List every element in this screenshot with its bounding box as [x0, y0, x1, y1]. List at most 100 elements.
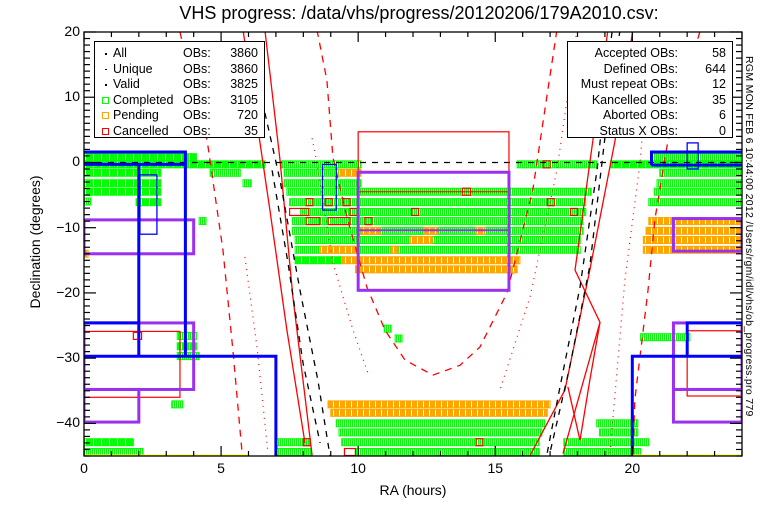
square-marker-icon [102, 112, 109, 119]
cancelled-tile [327, 216, 351, 226]
blue-footprint-line [685, 321, 742, 357]
legend-obs-label: OBs: [183, 92, 211, 107]
legend-value: 3860 [230, 46, 258, 60]
y-tick-label: 20 [64, 23, 80, 39]
completed-tile-strip [280, 160, 362, 169]
red-dotted-curve [244, 256, 269, 454]
cancelled-tile [289, 207, 310, 217]
red-dotted-curve [609, 99, 646, 454]
legend-value: 720 [237, 108, 258, 122]
completed-tile-strip [294, 245, 581, 254]
red-solid-curve [264, 32, 313, 456]
legend-label: Cancelled [113, 123, 169, 138]
stat-label: Defined OBs: [603, 61, 678, 76]
completed-tile-strip [598, 428, 639, 437]
stat-entry: Kancelled OBs: 35 [568, 93, 732, 109]
legend-label: Completed [113, 92, 174, 107]
square-marker-icon [102, 96, 109, 104]
red-solid-curve [567, 386, 581, 441]
red-footprint-rect [84, 330, 181, 398]
completed-tile-strip [563, 447, 642, 456]
completed-tile-strip [648, 198, 742, 207]
pending-tile-strip [390, 245, 399, 254]
completed-tile-strip [289, 198, 587, 207]
completed-tile-strip [354, 447, 540, 456]
pending-tile-strip [642, 235, 742, 244]
completed-tile-strip [596, 419, 639, 428]
legend-entry: All OBs: 3860 [95, 46, 264, 62]
cancelled-tile [364, 216, 373, 226]
stat-value: 12 [712, 77, 726, 91]
legend-label: Unique [113, 61, 153, 76]
completed-tile-strip [84, 447, 144, 456]
pending-tile-strip [354, 265, 518, 274]
tile-layer [84, 153, 742, 456]
axes [83, 31, 743, 457]
y-tick-label: −20 [56, 283, 80, 300]
legend-value: 3105 [230, 92, 258, 107]
completed-tile-strip [563, 438, 650, 447]
stat-entry: Aborted OBs: 6 [568, 108, 732, 124]
stat-label: Status X OBs: [599, 123, 678, 138]
stat-value: 35 [712, 92, 726, 107]
legend-entry: Valid OBs: 3825 [95, 77, 264, 93]
completed-tile-strip [209, 168, 241, 177]
pending-tile-strip [341, 256, 521, 265]
cancelled-tile [305, 216, 321, 226]
cancelled-tile [542, 160, 551, 169]
cancelled-tile [411, 207, 420, 217]
completed-tile-strip [242, 179, 252, 188]
dot-marker-icon [105, 68, 107, 70]
legend-obs-label: OBs: [183, 61, 211, 76]
stat-value: 0 [719, 123, 726, 138]
completed-tile-strip [198, 217, 207, 226]
cancelled-tile [475, 438, 484, 447]
completed-tile-strip [84, 168, 162, 177]
completed-tile-strip [516, 160, 598, 169]
y-tick-label: 10 [64, 88, 80, 105]
legend-value: 3825 [230, 77, 258, 91]
completed-tile-strip [135, 198, 162, 207]
completed-tile-strip [275, 447, 313, 456]
stat-entry: Must repeat OBs: 12 [568, 77, 732, 93]
completed-tile-strip [383, 324, 392, 333]
x-tick-label: 15 [487, 460, 504, 476]
pending-tile-strip [319, 245, 358, 254]
stat-entry: Status X OBs: 0 [568, 124, 732, 140]
completed-tile-strip [283, 168, 340, 177]
black-dashed-curve [546, 32, 613, 454]
purple-footprint-rect [671, 387, 742, 424]
blue-footprint-line [84, 354, 278, 456]
stat-label: Must repeat OBs: [580, 77, 678, 91]
completed-tile-strip [338, 428, 543, 437]
completed-tile-strip [294, 235, 581, 244]
completed-tile-strip [84, 153, 197, 162]
legend: All OBs: 3860 Unique OBs: 3860 Valid OBs: 3825 Co… [94, 41, 265, 138]
completed-tile-strip [653, 187, 742, 196]
purple-footprint-rect [84, 387, 141, 424]
legend-label: Valid [113, 77, 140, 91]
stat-value: 58 [712, 46, 726, 60]
y-tick-label: 0 [72, 153, 80, 170]
completed-tile-strip [171, 400, 184, 409]
cancelled-tile [343, 447, 357, 456]
legend-obs-label: OBs: [183, 108, 211, 122]
pending-tile-strip [645, 226, 742, 235]
completed-tile-strip [640, 333, 691, 342]
x-tick-label: 20 [624, 460, 641, 476]
blue-footprint-line [650, 150, 742, 166]
pending-tile-strip [409, 235, 433, 244]
legend-label: Pending [113, 108, 159, 122]
cancelled-tile [305, 198, 314, 207]
blue-footprint-rect [321, 163, 337, 211]
stat-label: Aborted OBs: [602, 108, 678, 122]
completed-tile-strip [341, 438, 540, 447]
completed-tile-strip [394, 334, 403, 343]
dot-marker-icon [105, 53, 107, 55]
completed-tile-strip [335, 419, 546, 428]
blue-footprint-line [84, 150, 187, 357]
stat-value: 6 [719, 108, 726, 122]
completed-tile-strip [300, 207, 587, 216]
stats-box: Accepted OBs: 58 Defined OBs: 644 Must repea… [567, 41, 733, 138]
